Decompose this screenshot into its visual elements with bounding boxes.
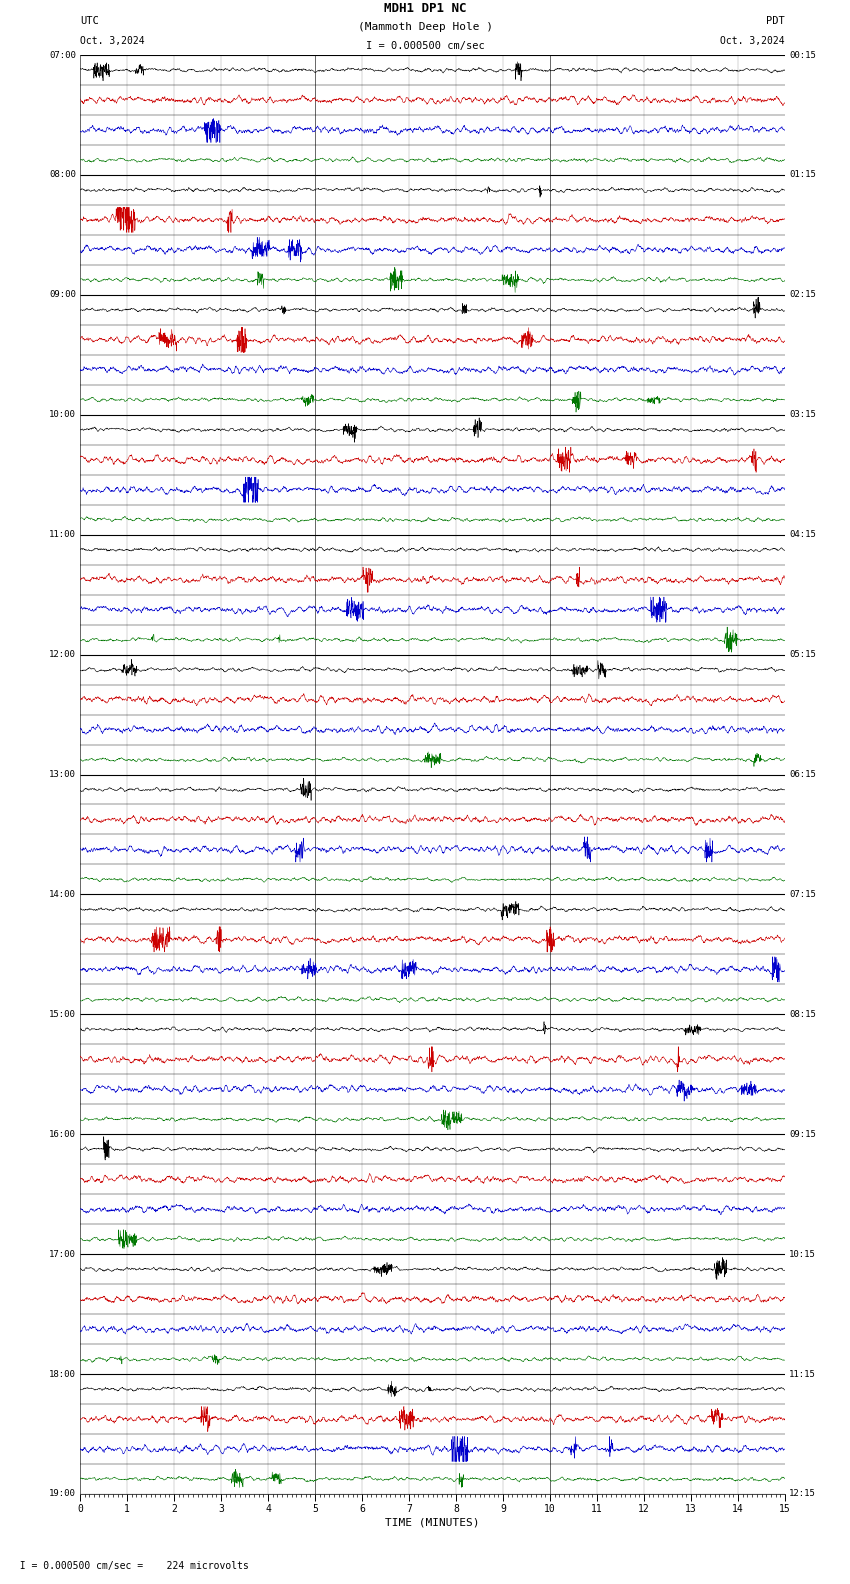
Text: 05:15: 05:15: [790, 649, 816, 659]
Text: 10:00: 10:00: [48, 410, 76, 420]
Text: 03:15: 03:15: [790, 410, 816, 420]
Text: PDT: PDT: [766, 16, 785, 27]
Text: 08:00: 08:00: [48, 171, 76, 179]
Text: Oct. 3,2024: Oct. 3,2024: [720, 36, 785, 46]
Text: 13:00: 13:00: [48, 770, 76, 779]
Text: 09:15: 09:15: [790, 1129, 816, 1139]
Text: 11:15: 11:15: [790, 1370, 816, 1378]
Text: 15:00: 15:00: [48, 1011, 76, 1019]
Text: Oct. 3,2024: Oct. 3,2024: [80, 36, 144, 46]
Text: 19:00: 19:00: [48, 1489, 76, 1498]
Text: 09:00: 09:00: [48, 290, 76, 299]
Text: 07:15: 07:15: [790, 890, 816, 898]
Text: 18:00: 18:00: [48, 1370, 76, 1378]
Text: 08:15: 08:15: [790, 1011, 816, 1019]
Text: 16:00: 16:00: [48, 1129, 76, 1139]
Text: UTC: UTC: [80, 16, 99, 27]
Text: 17:00: 17:00: [48, 1250, 76, 1259]
Text: I = 0.000500 cm/sec: I = 0.000500 cm/sec: [366, 41, 484, 51]
X-axis label: TIME (MINUTES): TIME (MINUTES): [385, 1517, 479, 1529]
Text: 10:15: 10:15: [790, 1250, 816, 1259]
Text: I = 0.000500 cm/sec =    224 microvolts: I = 0.000500 cm/sec = 224 microvolts: [8, 1562, 249, 1571]
Text: 11:00: 11:00: [48, 531, 76, 539]
Text: 01:15: 01:15: [790, 171, 816, 179]
Text: (Mammoth Deep Hole ): (Mammoth Deep Hole ): [358, 22, 492, 33]
Text: 14:00: 14:00: [48, 890, 76, 898]
Text: 00:15: 00:15: [790, 51, 816, 60]
Text: MDH1 DP1 NC: MDH1 DP1 NC: [383, 2, 467, 14]
Text: 06:15: 06:15: [790, 770, 816, 779]
Text: 04:15: 04:15: [790, 531, 816, 539]
Text: 02:15: 02:15: [790, 290, 816, 299]
Text: 12:15: 12:15: [790, 1489, 816, 1498]
Text: 12:00: 12:00: [48, 649, 76, 659]
Text: 07:00: 07:00: [48, 51, 76, 60]
